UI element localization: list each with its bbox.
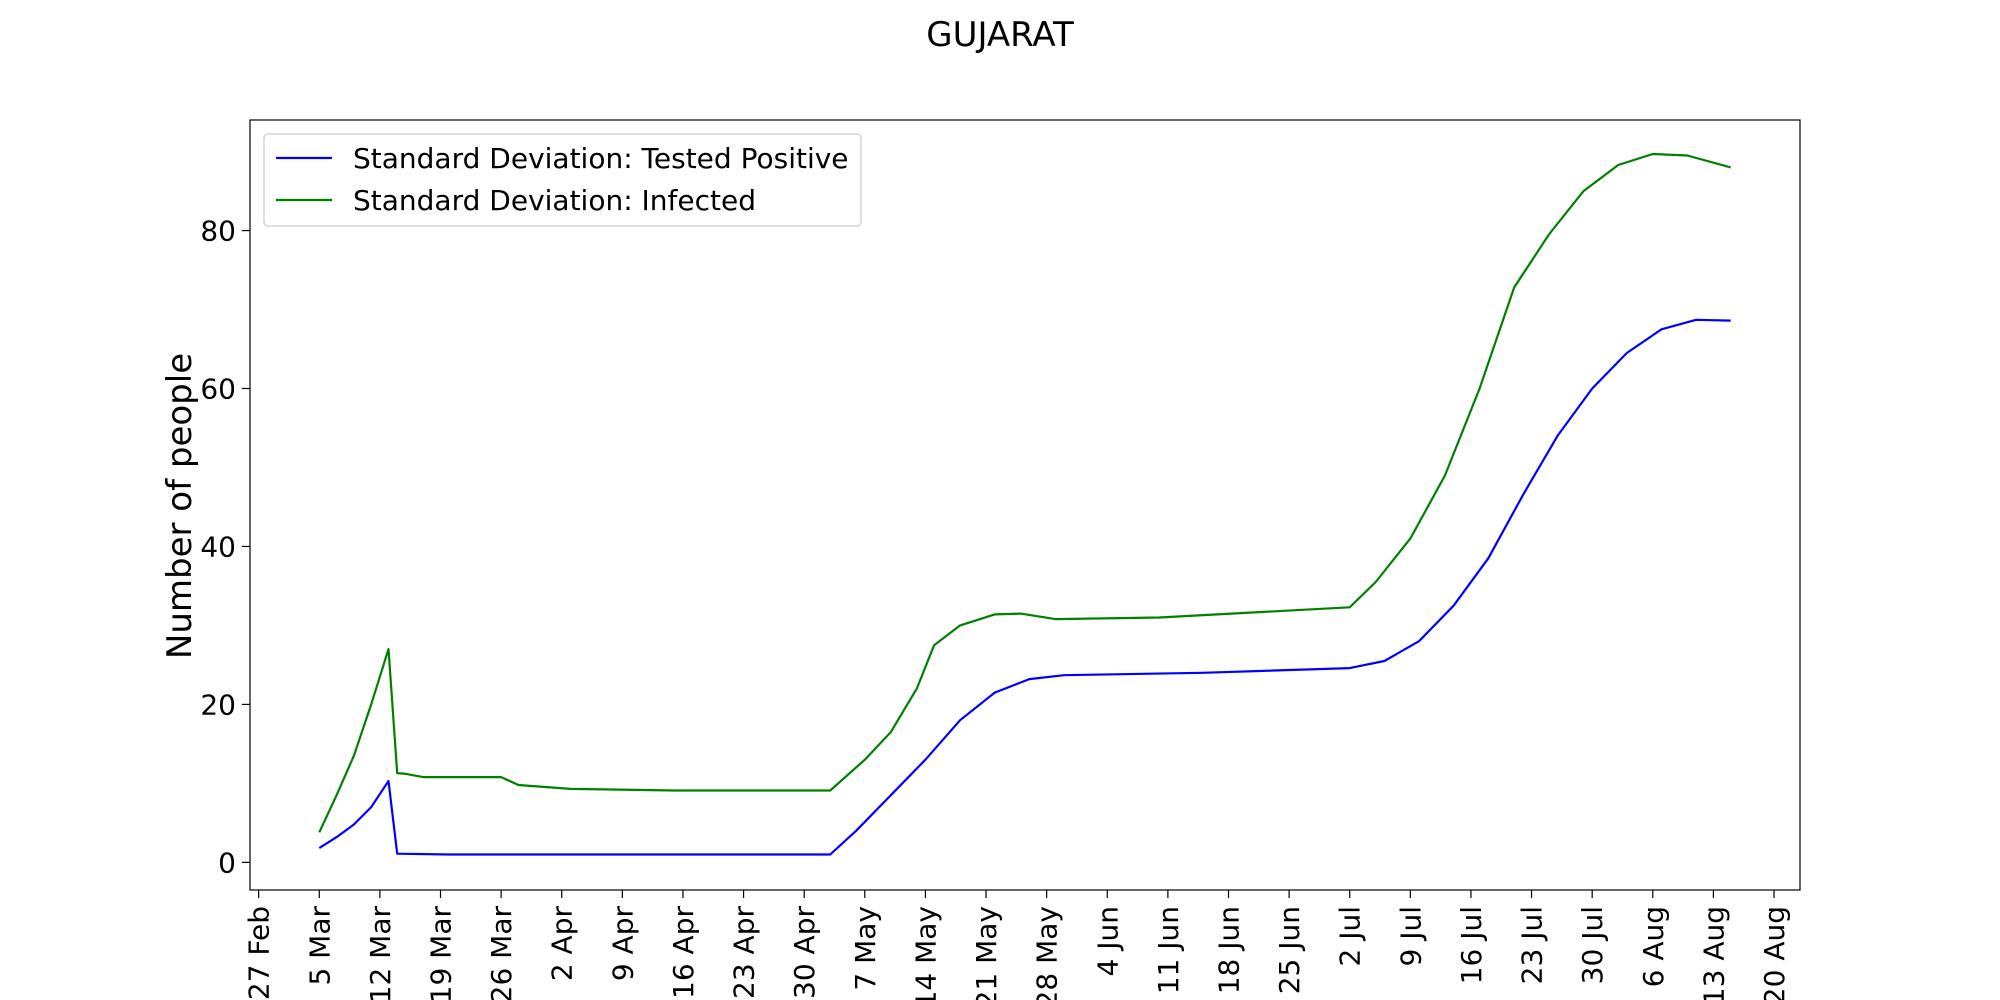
y-tick-label: 40: [200, 530, 236, 563]
x-tick-label: 7 May: [849, 906, 882, 991]
x-tick-label: 19 Mar: [425, 906, 458, 1000]
plot-area-frame: [249, 119, 1801, 891]
x-tick-label: 12 Mar: [364, 906, 397, 1000]
x-tick-label: 13 Aug: [1697, 906, 1730, 1000]
x-tick-label: 5 Mar: [303, 906, 336, 986]
legend-box: [263, 133, 862, 227]
x-tick-label: 4 Jun: [1091, 906, 1124, 976]
legend-label-2: Standard Deviation: Infected: [353, 184, 756, 217]
x-tick-label: 18 Jun: [1213, 906, 1246, 994]
chart-title: GUJARAT: [926, 15, 1074, 55]
legend-label-1: Standard Deviation: Tested Positive: [353, 142, 849, 175]
x-tick-label: 16 Jul: [1455, 906, 1488, 984]
x-tick-label: 30 Apr: [788, 906, 821, 999]
y-axis: 0 20 40 60 80: [200, 215, 250, 879]
x-tick-label: 27 Feb: [243, 906, 276, 1000]
x-tick-label: 28 May: [1031, 906, 1064, 1000]
x-tick-label: 16 Apr: [667, 906, 700, 999]
x-tick-label: 6 Aug: [1637, 906, 1670, 987]
x-tick-label: 14 May: [909, 906, 942, 1000]
x-tick-label: 2 Jul: [1334, 906, 1367, 967]
legend: Standard Deviation: Tested Positive Stand…: [263, 133, 862, 227]
series-lines: [318, 152, 1731, 856]
y-axis-label: Number of people: [160, 353, 200, 659]
x-tick-label: 30 Jul: [1576, 906, 1609, 984]
series-line-2: [318, 152, 1731, 833]
x-tick-label: 21 May: [970, 906, 1003, 1000]
y-tick-label: 80: [200, 215, 236, 248]
x-tick-label: 20 Aug: [1758, 906, 1791, 1000]
x-tick-label: 11 Jun: [1152, 906, 1185, 994]
x-axis: 27 Feb 5 Mar 12 Mar 19 Mar 26 Mar 2 Apr 9 Apr 1…: [243, 890, 1791, 1000]
y-tick-label: 0: [218, 846, 236, 879]
y-tick-label: 60: [200, 373, 236, 406]
x-tick-label: 9 Apr: [606, 906, 639, 982]
y-tick-label: 20: [200, 688, 236, 721]
x-tick-label: 9 Jul: [1394, 906, 1427, 967]
x-tick-label: 25 Jun: [1273, 906, 1306, 994]
x-tick-label: 23 Jul: [1516, 906, 1549, 984]
series-line-1: [318, 318, 1731, 856]
x-tick-label: 26 Mar: [485, 906, 518, 1000]
x-tick-label: 23 Apr: [728, 906, 761, 999]
x-tick-label: 2 Apr: [546, 906, 579, 982]
